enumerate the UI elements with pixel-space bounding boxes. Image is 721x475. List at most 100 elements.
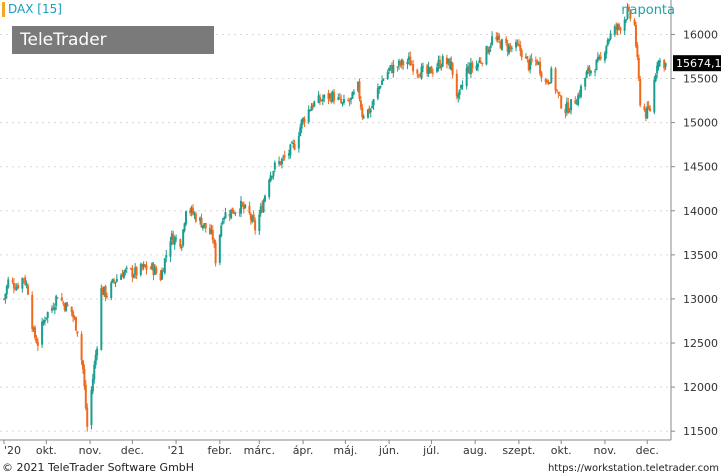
candle-body — [321, 98, 324, 102]
candle-body — [15, 286, 18, 290]
x-tick-label: szept. — [502, 444, 535, 457]
candle-body — [450, 61, 453, 70]
candle-body — [396, 66, 399, 68]
candle-body — [526, 56, 529, 60]
candle-body — [81, 360, 84, 370]
candle-body — [258, 214, 261, 232]
candle-body — [629, 10, 632, 19]
candle-body — [400, 59, 403, 65]
candle-body — [382, 79, 385, 81]
candle-body — [517, 43, 520, 46]
candle-body — [238, 212, 241, 214]
candle-body — [208, 227, 211, 235]
candle-body — [578, 93, 581, 97]
candle-body — [399, 61, 402, 66]
candle-body — [145, 265, 148, 270]
candle-body — [658, 60, 661, 63]
instrument-title[interactable]: DAX [15] — [2, 2, 62, 17]
candle-body — [91, 379, 94, 392]
candle-body — [548, 82, 551, 84]
candle-body — [162, 270, 165, 272]
candle-body — [654, 74, 657, 81]
grid-layer — [0, 33, 671, 432]
candle-body — [564, 109, 567, 114]
candle-body — [615, 26, 618, 30]
candle-body — [390, 65, 393, 73]
candle-body — [596, 57, 599, 61]
candle-body — [338, 97, 341, 99]
candle-body — [129, 268, 132, 270]
candle-body — [172, 234, 175, 245]
candle-body — [644, 108, 647, 119]
candle-body — [469, 62, 472, 75]
candle-body — [43, 320, 46, 322]
candle-body — [287, 153, 290, 156]
candle-body — [210, 229, 213, 234]
candle-body — [347, 99, 350, 101]
candle-body — [485, 46, 488, 65]
candle-body — [214, 242, 217, 264]
candle-body — [244, 204, 247, 208]
candle-body — [159, 272, 162, 281]
candle-body — [441, 56, 444, 67]
candle-body — [451, 62, 454, 75]
candle-body — [46, 311, 49, 318]
candle-body — [618, 24, 621, 27]
candle-body — [465, 68, 468, 86]
candle-body — [56, 297, 59, 299]
candle-body — [228, 213, 231, 217]
candle-body — [633, 20, 636, 25]
candle-body — [653, 79, 656, 113]
candle-body — [479, 61, 482, 63]
candle-body — [124, 269, 127, 273]
candle-body — [579, 85, 582, 98]
candle-body — [241, 202, 244, 206]
candle-body — [303, 118, 306, 123]
candle-body — [376, 88, 379, 99]
candle-body — [468, 66, 471, 73]
candle-body — [649, 108, 652, 111]
candle-body — [410, 64, 413, 66]
candle-body — [5, 286, 8, 295]
candle-body — [282, 156, 285, 158]
candle-body — [259, 206, 262, 214]
candle-body — [436, 67, 439, 72]
candle-body — [254, 220, 257, 231]
candle-body — [575, 103, 578, 105]
candle-body — [397, 60, 400, 66]
candle-body — [272, 171, 275, 177]
candle-body — [45, 317, 48, 319]
candle-body — [141, 263, 144, 269]
candle-body — [440, 66, 443, 68]
candle-body — [34, 327, 37, 338]
candle-body — [471, 62, 474, 69]
candle-body — [409, 56, 412, 66]
candle-body — [165, 255, 168, 258]
candle-body — [445, 57, 448, 65]
logo-prefix: TeleTrader — [20, 30, 107, 50]
candle-body — [537, 62, 540, 64]
candle-body — [190, 207, 193, 213]
candle-body — [53, 307, 56, 311]
candle-body — [623, 19, 626, 31]
period-selector[interactable]: naponta — [621, 3, 675, 18]
candle-body — [627, 6, 630, 10]
candle-body — [488, 49, 491, 53]
last-price-label: 15674,1 — [676, 57, 721, 70]
candle-body — [369, 109, 372, 113]
candle-body — [139, 264, 142, 275]
candle-body — [348, 100, 351, 102]
candle-body — [26, 285, 29, 295]
candle-body — [309, 110, 312, 112]
candle-body — [273, 162, 276, 170]
candle-body — [269, 175, 272, 182]
candle-body — [36, 342, 39, 346]
candle-body — [589, 70, 592, 74]
candle-body — [231, 207, 234, 214]
candle-body — [560, 95, 563, 109]
candle-body — [104, 286, 107, 298]
x-tick-label: febr. — [208, 444, 233, 457]
candle-body — [121, 274, 124, 278]
website-link[interactable]: https://workstation.teletrader.com — [547, 463, 719, 474]
candle-body — [481, 63, 484, 65]
